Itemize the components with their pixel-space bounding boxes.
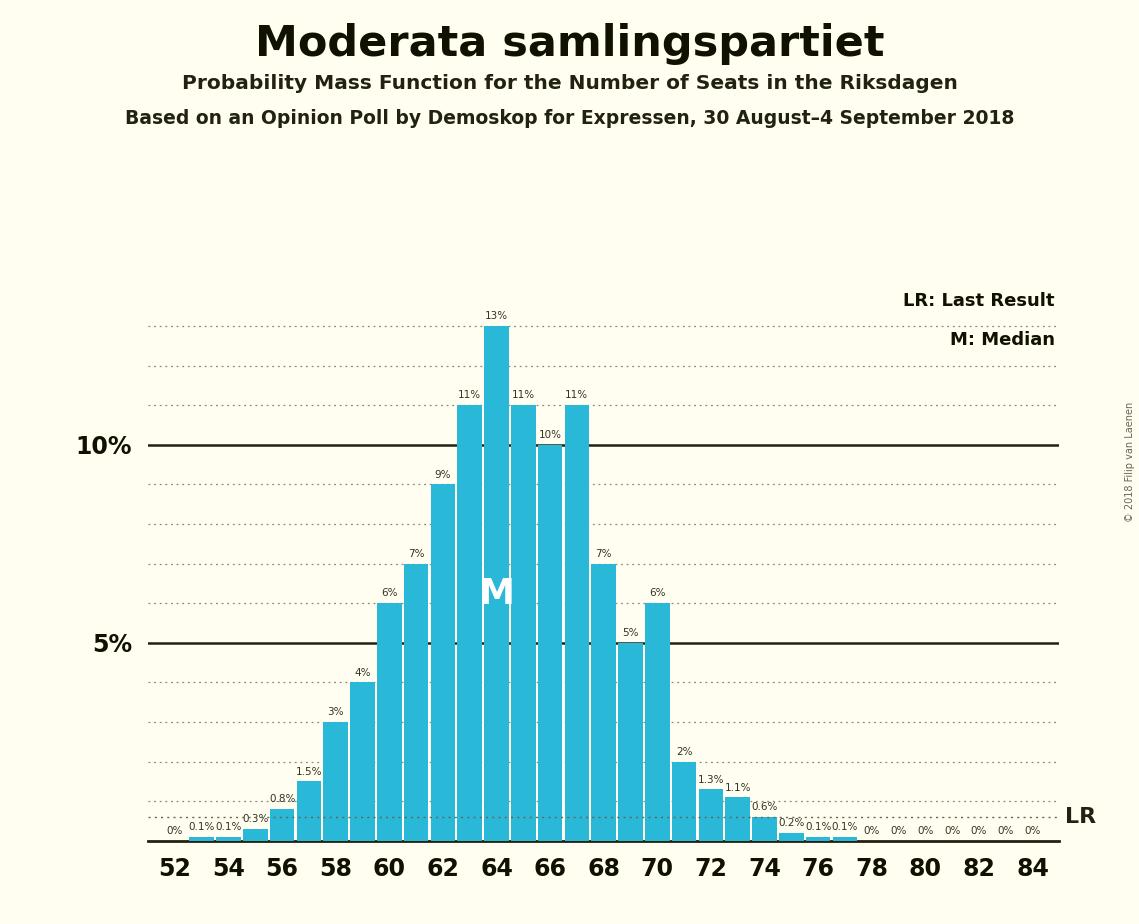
Text: LR: LR	[1065, 807, 1096, 827]
Bar	[672, 761, 696, 841]
Text: LR: Last Result: LR: Last Result	[903, 292, 1055, 310]
Text: Based on an Opinion Poll by Demoskop for Expressen, 30 August–4 September 2018: Based on an Opinion Poll by Demoskop for…	[125, 109, 1014, 128]
Bar	[403, 564, 428, 841]
Text: 11%: 11%	[511, 391, 535, 400]
Bar	[752, 817, 777, 841]
Text: M: M	[478, 577, 515, 611]
Bar	[243, 829, 268, 841]
Bar	[511, 406, 535, 841]
Text: 1.5%: 1.5%	[296, 767, 322, 777]
Text: 0.1%: 0.1%	[805, 822, 831, 833]
Text: Probability Mass Function for the Number of Seats in the Riksdagen: Probability Mass Function for the Number…	[181, 74, 958, 93]
Text: 9%: 9%	[435, 469, 451, 480]
Text: 1.1%: 1.1%	[724, 783, 751, 793]
Text: 0.8%: 0.8%	[269, 795, 295, 805]
Bar	[323, 722, 349, 841]
Text: 0.3%: 0.3%	[243, 814, 269, 824]
Bar	[591, 564, 616, 841]
Text: 0.1%: 0.1%	[188, 822, 215, 833]
Text: 4%: 4%	[354, 668, 370, 677]
Text: Moderata samlingspartiet: Moderata samlingspartiet	[255, 23, 884, 65]
Bar	[216, 837, 240, 841]
Text: 0.1%: 0.1%	[831, 822, 858, 833]
Text: 5%: 5%	[622, 628, 639, 638]
Bar	[805, 837, 830, 841]
Text: 10%: 10%	[539, 430, 562, 440]
Text: © 2018 Filip van Laenen: © 2018 Filip van Laenen	[1125, 402, 1134, 522]
Bar	[270, 809, 294, 841]
Text: 7%: 7%	[596, 549, 612, 559]
Text: 0%: 0%	[863, 826, 879, 836]
Text: 3%: 3%	[327, 707, 344, 717]
Text: 0%: 0%	[998, 826, 1014, 836]
Text: 6%: 6%	[649, 589, 665, 599]
Bar	[833, 837, 858, 841]
Text: 7%: 7%	[408, 549, 425, 559]
Text: 0.6%: 0.6%	[752, 802, 778, 812]
Bar	[726, 797, 749, 841]
Bar	[350, 683, 375, 841]
Text: 13%: 13%	[485, 311, 508, 322]
Text: 0%: 0%	[944, 826, 960, 836]
Bar	[698, 789, 723, 841]
Text: 11%: 11%	[458, 391, 482, 400]
Text: 0%: 0%	[891, 826, 907, 836]
Bar	[565, 406, 589, 841]
Text: 0%: 0%	[1024, 826, 1041, 836]
Text: 6%: 6%	[382, 589, 398, 599]
Text: 2%: 2%	[675, 747, 693, 757]
Text: 0.2%: 0.2%	[778, 818, 804, 828]
Text: 11%: 11%	[565, 391, 589, 400]
Text: 0.1%: 0.1%	[215, 822, 241, 833]
Text: 1.3%: 1.3%	[697, 774, 724, 784]
Text: 0%: 0%	[970, 826, 988, 836]
Text: M: Median: M: Median	[950, 331, 1055, 348]
Text: 0%: 0%	[917, 826, 934, 836]
Bar	[377, 603, 402, 841]
Bar	[779, 833, 804, 841]
Bar	[538, 444, 563, 841]
Bar	[645, 603, 670, 841]
Bar	[189, 837, 214, 841]
Text: 0%: 0%	[166, 826, 183, 836]
Bar	[431, 484, 456, 841]
Bar	[484, 326, 509, 841]
Bar	[458, 406, 482, 841]
Bar	[296, 782, 321, 841]
Bar	[618, 643, 642, 841]
